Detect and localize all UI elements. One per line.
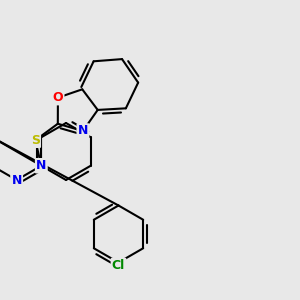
Text: S: S bbox=[31, 134, 40, 147]
Text: Cl: Cl bbox=[112, 259, 125, 272]
Text: N: N bbox=[11, 173, 22, 187]
Text: N: N bbox=[78, 124, 88, 137]
Text: N: N bbox=[36, 159, 46, 172]
Text: O: O bbox=[52, 91, 63, 104]
